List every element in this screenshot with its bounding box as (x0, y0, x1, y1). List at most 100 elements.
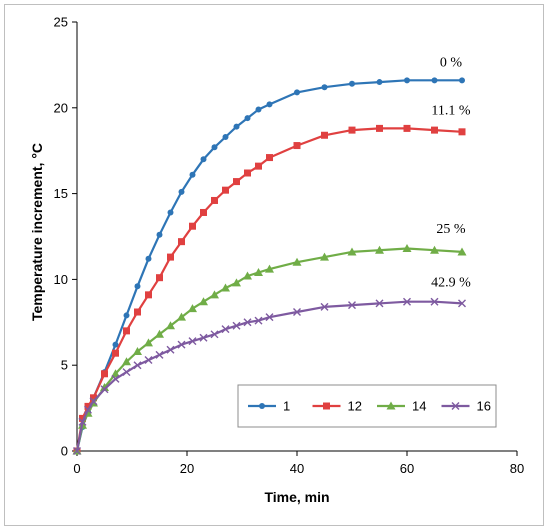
data-point (222, 133, 229, 140)
data-point (188, 337, 197, 346)
data-point (134, 308, 141, 316)
x-tick-label: 80 (510, 461, 524, 476)
data-point (188, 304, 197, 313)
data-point (233, 178, 240, 186)
series-layer (72, 77, 467, 455)
data-point (123, 312, 130, 319)
series-annotation: 0 % (440, 56, 463, 71)
data-point (100, 385, 109, 394)
data-point (292, 257, 302, 266)
data-point (189, 171, 196, 178)
data-point (166, 321, 175, 330)
data-point (100, 383, 109, 392)
data-point (266, 101, 273, 108)
data-point (376, 124, 383, 132)
data-point (321, 84, 328, 91)
data-point (222, 186, 229, 194)
data-point (90, 394, 97, 402)
data-point (244, 169, 251, 177)
data-point (294, 89, 300, 96)
legend-label: 1 (283, 399, 290, 414)
data-point (320, 252, 329, 261)
y-tick-label: 10 (54, 272, 68, 287)
data-point (376, 79, 383, 86)
data-point (431, 126, 438, 134)
y-tick-label: 20 (54, 100, 68, 115)
data-point (145, 255, 152, 262)
data-point (293, 308, 301, 316)
data-point (199, 297, 208, 306)
data-point (210, 330, 219, 339)
legend-entry: 1 (248, 399, 290, 414)
data-point (111, 374, 120, 383)
data-point (101, 370, 108, 378)
data-point (243, 271, 252, 280)
data-point (145, 291, 152, 299)
data-point (404, 77, 410, 84)
data-point (211, 196, 218, 204)
legend: 1 12 14 16 (237, 384, 497, 428)
data-point (178, 238, 185, 246)
series-16 (73, 297, 466, 455)
x-tick-label: 60 (400, 461, 414, 476)
data-point (457, 247, 467, 256)
legend-label: 12 (348, 399, 362, 414)
data-point (320, 302, 329, 311)
data-point (348, 301, 356, 310)
data-point (403, 124, 411, 132)
data-point (265, 313, 274, 322)
data-point (167, 253, 174, 261)
data-point (78, 417, 87, 426)
x-tick-label: 40 (290, 461, 304, 476)
data-point (431, 77, 438, 84)
data-point (144, 338, 153, 347)
legend-entry: 16 (441, 399, 491, 414)
data-point (233, 123, 240, 130)
data-point (386, 401, 396, 410)
series-annotation: 42.9 % (431, 275, 471, 290)
data-point (255, 162, 262, 170)
data-point (375, 299, 384, 308)
data-point (89, 397, 98, 406)
data-point (403, 297, 411, 306)
data-point (200, 208, 207, 216)
legend-entry: 14 (377, 399, 426, 414)
data-point (347, 247, 357, 256)
data-point (123, 327, 130, 335)
data-point (177, 340, 186, 349)
axes: 0 20 40 60 80 0 5 10 15 20 25 (54, 15, 525, 477)
annotations: 0 % 11.1 % 25 % 42.9 % (431, 56, 471, 291)
data-point (122, 368, 131, 377)
data-point (323, 402, 330, 410)
series-annotation: 25 % (436, 222, 466, 237)
data-point (199, 333, 208, 342)
data-point (266, 154, 273, 162)
legend-label: 14 (412, 399, 426, 414)
series-14 (72, 244, 467, 455)
y-tick-label: 25 (54, 15, 68, 30)
series-12 (73, 124, 466, 455)
data-point (349, 80, 355, 87)
data-point (348, 126, 356, 134)
data-point (254, 268, 263, 277)
data-point (232, 321, 241, 330)
data-point (265, 264, 274, 273)
data-point (111, 369, 120, 378)
data-point (178, 188, 185, 195)
data-point (134, 283, 141, 290)
data-point (156, 231, 163, 238)
data-point (430, 297, 439, 306)
data-point (254, 316, 263, 325)
y-tick-label: 0 (61, 444, 68, 459)
data-point (458, 299, 466, 308)
data-point (221, 283, 230, 292)
data-point (155, 329, 164, 338)
data-point (122, 357, 131, 366)
data-point (430, 245, 439, 254)
data-point (112, 349, 119, 357)
data-point (84, 402, 92, 410)
data-point (73, 447, 81, 455)
data-point (221, 325, 230, 334)
data-point (167, 209, 174, 216)
